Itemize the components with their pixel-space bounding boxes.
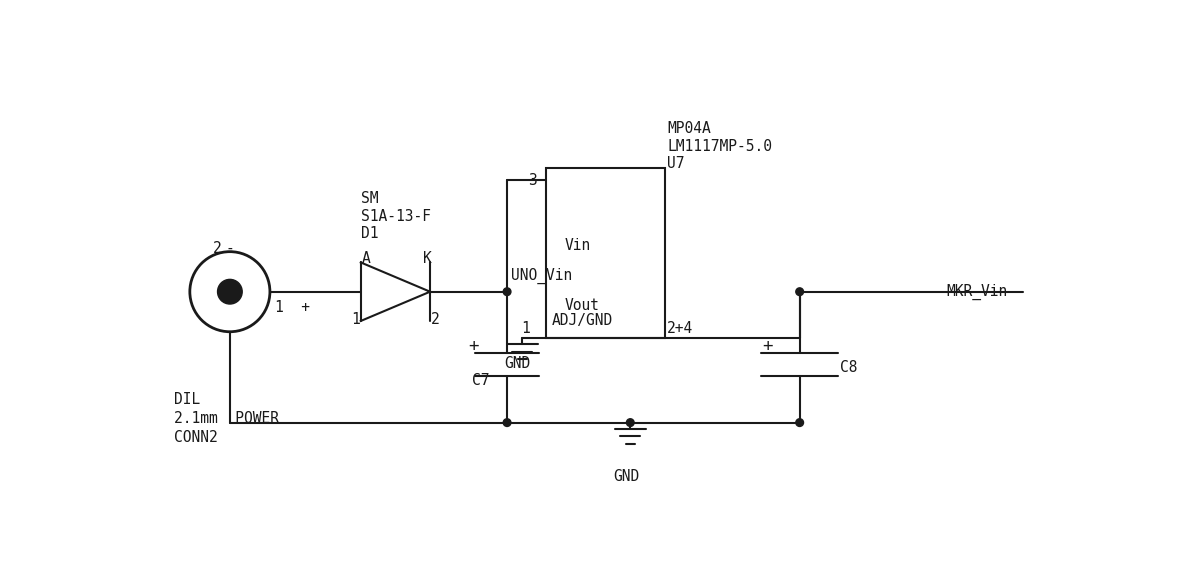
Text: A: A bbox=[362, 251, 370, 266]
Text: 2+4: 2+4 bbox=[667, 321, 693, 336]
Text: LM1117MP-5.0: LM1117MP-5.0 bbox=[667, 139, 772, 154]
Text: D1: D1 bbox=[361, 226, 378, 242]
Circle shape bbox=[504, 288, 511, 296]
Text: 1  +: 1 + bbox=[275, 300, 309, 315]
Text: C8: C8 bbox=[840, 360, 858, 374]
Text: K: K bbox=[423, 251, 432, 266]
Text: 2.1mm  POWER: 2.1mm POWER bbox=[174, 411, 279, 426]
Circle shape bbox=[217, 279, 242, 304]
Text: C7: C7 bbox=[471, 373, 489, 388]
Bar bbox=[546, 169, 665, 338]
Circle shape bbox=[796, 288, 803, 296]
Circle shape bbox=[626, 419, 634, 426]
Text: 3: 3 bbox=[528, 173, 537, 188]
Text: UNO_Vin: UNO_Vin bbox=[511, 268, 572, 284]
Text: MP04A: MP04A bbox=[667, 121, 711, 136]
Text: -: - bbox=[225, 241, 234, 256]
Text: U7: U7 bbox=[667, 156, 685, 172]
Circle shape bbox=[504, 419, 511, 426]
Text: GND: GND bbox=[614, 469, 639, 484]
Text: 1: 1 bbox=[520, 321, 530, 336]
Circle shape bbox=[796, 419, 803, 426]
Text: +: + bbox=[469, 337, 480, 355]
Text: MKR_Vin: MKR_Vin bbox=[946, 284, 1007, 300]
Text: Vin: Vin bbox=[565, 238, 591, 253]
Text: S1A-13-F: S1A-13-F bbox=[361, 209, 430, 224]
Text: SM: SM bbox=[361, 191, 378, 206]
Text: 2: 2 bbox=[213, 241, 222, 256]
Text: 1: 1 bbox=[351, 312, 360, 327]
Text: ADJ/GND: ADJ/GND bbox=[552, 314, 613, 328]
Text: CONN2: CONN2 bbox=[174, 430, 218, 446]
Text: Vout: Vout bbox=[565, 298, 600, 313]
Text: DIL: DIL bbox=[174, 392, 200, 407]
Text: +: + bbox=[763, 337, 773, 355]
Text: 2: 2 bbox=[430, 312, 440, 327]
Text: GND: GND bbox=[504, 356, 530, 371]
